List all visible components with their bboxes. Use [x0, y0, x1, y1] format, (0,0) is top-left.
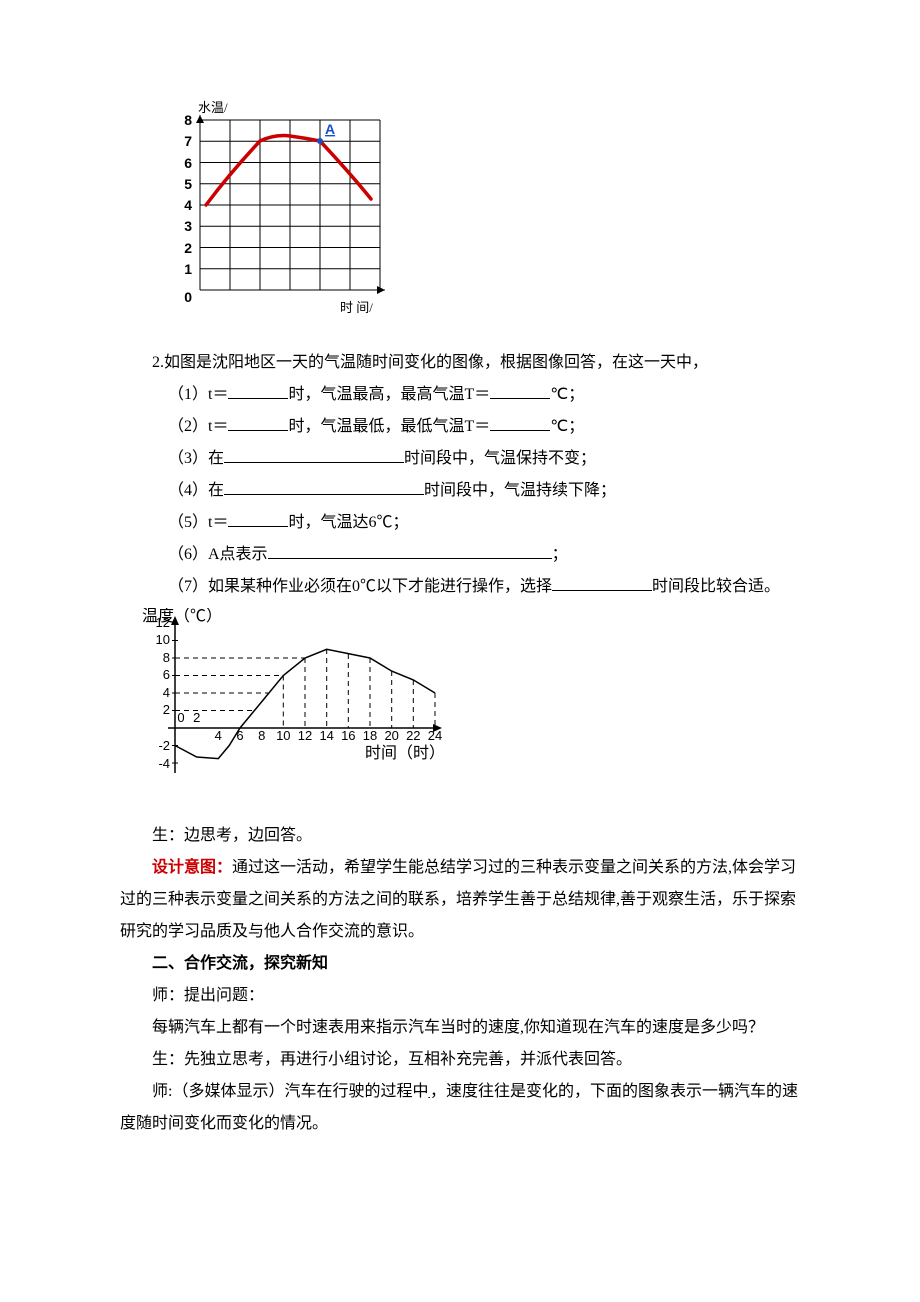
svg-text:10: 10 [276, 728, 290, 743]
blank [272, 542, 552, 559]
svg-text:18: 18 [363, 728, 377, 743]
svg-text:4: 4 [184, 197, 192, 213]
q2-i2-b: 时，气温最低，最低气温T＝ [288, 418, 490, 435]
blank [552, 574, 652, 591]
svg-text:8: 8 [258, 728, 265, 743]
svg-text:0: 0 [184, 289, 192, 305]
q2-i5-b: 时，气温达6℃； [288, 514, 408, 531]
svg-text:6: 6 [163, 667, 170, 682]
svg-text:8: 8 [163, 650, 170, 665]
svg-text:12: 12 [298, 728, 312, 743]
chart-2-container: -4 -2 2 4 6 8 10 12 0 [140, 608, 800, 815]
student-line: 生：边思考，边回答。 [120, 820, 800, 852]
svg-text:5: 5 [184, 176, 192, 192]
q2-item-6: （6）A点表示 ； [120, 539, 800, 571]
q2-i7-b: 时间段比较合适。 [652, 578, 780, 595]
blank [228, 382, 288, 399]
q2-i1-c: ℃； [550, 386, 584, 403]
q2-item-4: （4）在 时间段中，气温持续下降； [120, 475, 800, 507]
q2-i4-a: （4）在 [168, 482, 224, 499]
q2-i6-a: （6）A点表示 [168, 546, 268, 563]
blank [490, 382, 550, 399]
teacher-q-body-text: 每辆汽车上都有一个时速表用来指示汽车当时的速度,你知道现在汽车的速度是多少吗？ [152, 1019, 764, 1036]
teacher-q-body: 每辆汽车上都有一个时速表用来指示汽车当时的速度,你知道现在汽车的速度是多少吗？ [120, 1012, 800, 1044]
chart-1: 1 2 3 4 5 6 7 8 0 水温/ 时 间/ A [160, 100, 400, 320]
q2-i2-a: （2）t＝ [168, 418, 228, 435]
q2-i7-a: （7）如果某种作业必须在0℃以下才能进行操作，选择 [168, 578, 552, 595]
q2-item-7: （7）如果某种作业必须在0℃以下才能进行操作，选择 时间段比较合适。 [120, 571, 800, 603]
blank [228, 510, 288, 527]
q2-i1-a: （1）t＝ [168, 386, 228, 403]
svg-text:8: 8 [184, 112, 192, 128]
section-2-title: 二、合作交流，探究新知 [120, 948, 800, 980]
teacher-q: 师：提出问题： [120, 980, 800, 1012]
blank [224, 446, 404, 463]
q2-item-5: （5）t＝ 时，气温达6℃； [120, 507, 800, 539]
svg-text:16: 16 [341, 728, 355, 743]
svg-text:10: 10 [156, 632, 170, 647]
q2-i3-b: 时间段中，气温保持不变； [404, 450, 596, 467]
svg-text:3: 3 [184, 218, 192, 234]
teacher-media: 师:（多媒体显示）汽车在行驶的过程中 ，速度往往是变化的，下面的图象表示一辆汽车… [120, 1076, 800, 1140]
q2-i4-b: 时间段中，气温持续下降； [424, 482, 616, 499]
svg-text:4: 4 [215, 728, 222, 743]
svg-text:温度（℃）: 温度（℃） [142, 608, 222, 625]
svg-text:-4: -4 [158, 756, 170, 771]
blank [490, 414, 550, 431]
svg-text:-2: -2 [158, 738, 170, 753]
svg-text:6: 6 [184, 155, 192, 171]
design-label: 设计意图： [152, 859, 232, 876]
svg-text:2: 2 [163, 702, 170, 717]
svg-text:22: 22 [406, 728, 420, 743]
q2-i3-a: （3）在 [168, 450, 224, 467]
document-page: 1 2 3 4 5 6 7 8 0 水温/ 时 间/ A 2.如图是沈阳地区一天… [0, 0, 920, 1260]
svg-text:时间（时）: 时间（时） [365, 744, 445, 762]
student-a: 生：先独立思考，再进行小组讨论，互相补充完善，并派代表回答。 [120, 1044, 800, 1076]
q2-item-2: （2）t＝ 时，气温最低，最低气温T＝ ℃； [120, 411, 800, 443]
q2-intro: 2.如图是沈阳地区一天的气温随时间变化的图像，根据图像回答，在这一天中， [120, 347, 800, 379]
svg-text:20: 20 [384, 728, 398, 743]
chart-2: -4 -2 2 4 6 8 10 12 0 [140, 608, 450, 803]
q2-item-3: （3）在 时间段中，气温保持不变； [120, 443, 800, 475]
svg-text:14: 14 [319, 728, 333, 743]
q2-i2-c: ℃； [550, 418, 584, 435]
blank [224, 478, 424, 495]
svg-text:时 间/: 时 间/ [340, 300, 373, 315]
svg-text:2: 2 [184, 240, 192, 256]
q2-i5-a: （5）t＝ [168, 514, 228, 531]
svg-text:2: 2 [193, 710, 200, 725]
q2-i1-b: 时，气温最高，最高气温T＝ [288, 386, 490, 403]
svg-text:水温/: 水温/ [198, 100, 228, 115]
svg-text:A: A [325, 121, 335, 137]
svg-text:6: 6 [236, 728, 243, 743]
q2-i6-b: ； [552, 546, 568, 563]
svg-text:0: 0 [177, 710, 184, 725]
q2-item-1: （1）t＝ 时，气温最高，最高气温T＝ ℃； [120, 379, 800, 411]
svg-text:4: 4 [163, 685, 170, 700]
blank [228, 414, 288, 431]
chart-1-container: 1 2 3 4 5 6 7 8 0 水温/ 时 间/ A [160, 100, 800, 332]
svg-text:1: 1 [184, 261, 192, 277]
svg-text:24: 24 [428, 728, 442, 743]
design-paragraph: 设计意图：通过这一活动，希望学生能总结学习过的三种表示变量之间关系的方法,体会学… [120, 852, 800, 948]
svg-text:7: 7 [184, 133, 192, 149]
teacher-media-a: 师:（多媒体显示）汽车在行驶的过程中 [152, 1083, 428, 1100]
